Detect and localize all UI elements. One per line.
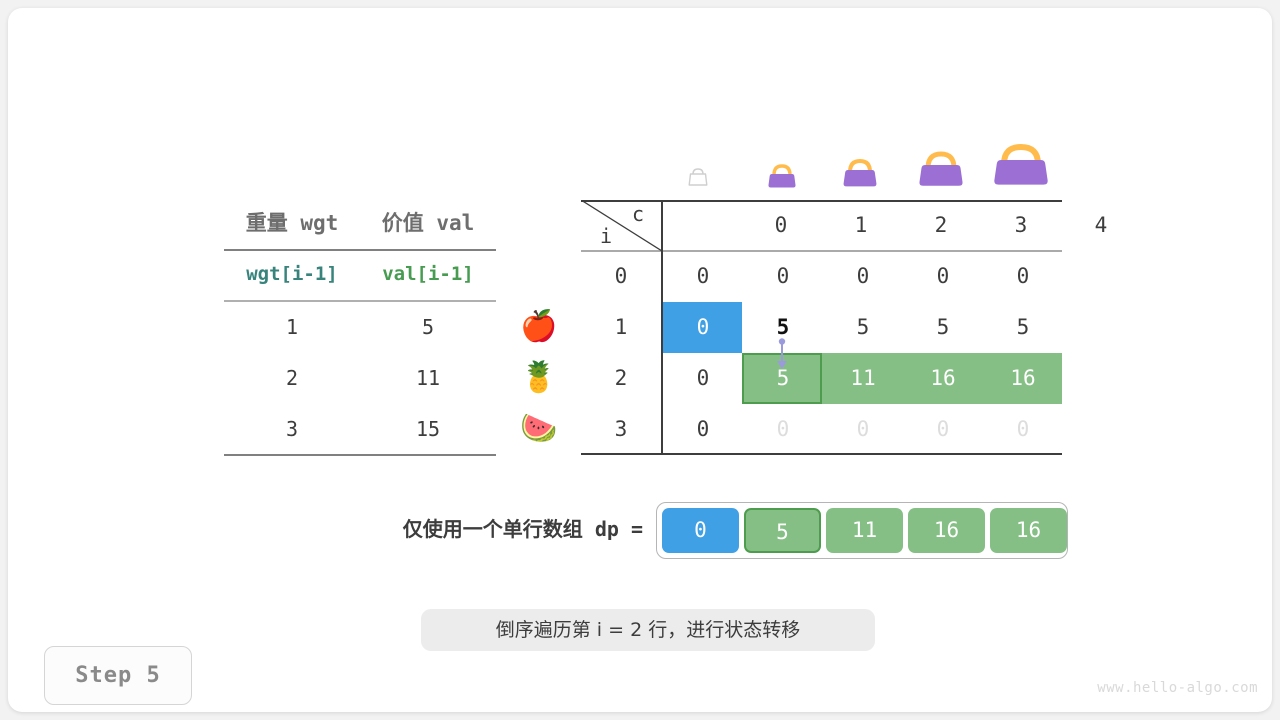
bag-icon-3 [912,138,970,192]
slide-card: 重量 wgt 价值 val wgt[i-1] val[i-1] 1 5 2 11… [8,8,1272,712]
matrix-rule-header [581,250,1062,252]
dp-cell-1: 5 [744,508,821,553]
table-row: 1 5 [224,302,496,353]
matrix-cell-3-4: 0 [1016,417,1030,441]
matrix-vertical-divider [661,200,663,453]
dp-cell-0: 0 [662,508,739,553]
corner-label-i: i [599,224,613,248]
matrix-cell-2-3: 16 [930,366,956,390]
col-header-0: 0 [774,213,788,237]
subheader-wgt-index: wgt[i-1] [246,263,338,285]
matrix-cell-1-1: 5 [776,315,790,339]
corner-label-c: c [631,202,645,226]
apple-icon: 🍎 [520,309,558,344]
matrix-cell-3-2: 0 [856,417,870,441]
matrix-cell-2-2: 11 [850,366,876,390]
row-header-2: 2 [614,366,628,390]
matrix-cell-0-1: 0 [776,264,790,288]
table-rule-mid [224,300,496,302]
col-header-4: 4 [1094,213,1108,237]
header-wgt: 重量 wgt [245,211,339,235]
wgt-value-1: 1 [285,315,299,339]
col-header-2: 2 [934,213,948,237]
caption-text: 倒序遍历第 i = 2 行，进行状态转移 [421,609,875,651]
matrix-cell-2-4: 16 [1010,366,1036,390]
row-header-1: 1 [614,315,628,339]
transition-arrow-icon [770,338,794,376]
table-row: 2 11 [224,353,496,404]
col-header-3: 3 [1014,213,1028,237]
step-badge: Step 5 [44,646,192,705]
bag-icon-0 [684,163,718,191]
wgt-value-3: 3 [285,417,299,441]
dp-cell-3: 16 [908,508,985,553]
header-val: 价值 val [381,211,475,235]
matrix-cell-3-1: 0 [776,417,790,441]
highlight-blue-cell [663,302,742,353]
watermark: www.hello-algo.com [1097,680,1258,696]
matrix-cell-0-2: 0 [856,264,870,288]
bag-icon-1 [762,156,802,192]
dp-array-label: 仅使用一个单行数组 dp = [402,517,643,541]
wgt-value-2: 2 [285,366,299,390]
corner-diagonal-icon [581,200,662,251]
watermelon-icon: 🍉 [520,411,558,446]
bag-icon-2 [836,148,884,192]
pineapple-icon: 🍍 [520,360,558,395]
matrix-cell-2-0: 0 [696,366,710,390]
matrix-cell-0-4: 0 [1016,264,1030,288]
matrix-cell-1-3: 5 [936,315,950,339]
val-value-1: 5 [421,315,435,339]
val-value-3: 15 [415,417,441,441]
table-row: 3 15 [224,404,496,455]
col-header-1: 1 [854,213,868,237]
matrix-cell-2-1: 5 [776,366,790,390]
table-rule-bottom [224,454,496,456]
matrix-cell-1-0: 0 [696,315,710,339]
wgt-val-subheader-row: wgt[i-1] val[i-1] [224,249,496,300]
wgt-val-header-row: 重量 wgt 价值 val [224,198,496,249]
matrix-cell-0-3: 0 [936,264,950,288]
table-rule-top [224,249,496,251]
matrix-cell-1-4: 5 [1016,315,1030,339]
row-header-3: 3 [614,417,628,441]
matrix-rule-top [581,200,1062,202]
matrix-cell-3-3: 0 [936,417,950,441]
matrix-rule-bottom [581,453,1062,455]
dp-cell-2: 11 [826,508,903,553]
matrix-cell-0-0: 0 [696,264,710,288]
dp-cell-4: 16 [990,508,1067,553]
bag-icon-4 [986,128,1056,192]
val-value-2: 11 [415,366,441,390]
matrix-cell-3-0: 0 [696,417,710,441]
matrix-cell-1-2: 5 [856,315,870,339]
row-header-0: 0 [614,264,628,288]
subheader-val-index: val[i-1] [382,263,474,285]
